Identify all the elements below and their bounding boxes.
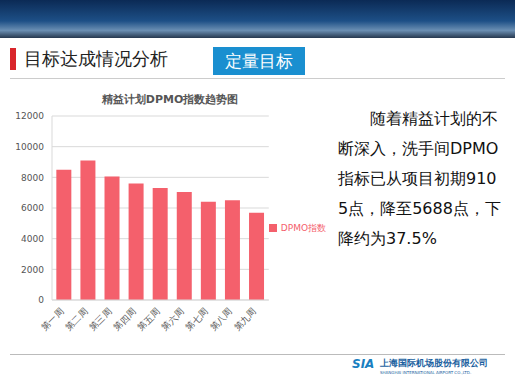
svg-text:第八周: 第八周 — [208, 306, 234, 332]
svg-text:0: 0 — [38, 295, 44, 305]
html-text:精益计划DPMO指数趋势图: 精益计划DPMO指数趋势图 — [101, 93, 239, 106]
svg-text:第七周: 第七周 — [184, 306, 210, 332]
html-text:目标达成情况分析: 目标达成情况分析 — [24, 48, 168, 69]
svg-text:第六周: 第六周 — [160, 306, 186, 332]
svg-text:8000: 8000 — [21, 173, 44, 183]
html-text:上海国际机场股份有限公司: 上海国际机场股份有限公司 — [380, 358, 488, 368]
html-text:SIA: SIA — [352, 357, 375, 371]
svg-text:12000: 12000 — [15, 111, 44, 121]
html-text:随着精益计划的不断深入，洗手间DPMO指标已从项目初期910: 随着精益计划的不断深入，洗手间DPMO指标已从项目初期9105点，降至5688点… — [338, 109, 501, 248]
svg-text:第五周: 第五周 — [136, 306, 162, 332]
svg-text:4000: 4000 — [21, 234, 44, 244]
html-text:定量目标: 定量目标 — [225, 51, 293, 71]
svg-text:10000: 10000 — [15, 142, 44, 152]
svg-text:第三周: 第三周 — [87, 306, 113, 332]
svg-text:2000: 2000 — [21, 265, 44, 275]
svg-text:第九周: 第九周 — [232, 306, 258, 332]
html-text:DPMO指数: DPMO指数 — [280, 222, 326, 233]
svg-text:第二周: 第二周 — [63, 306, 89, 332]
svg-text:6000: 6000 — [21, 203, 44, 213]
html-text:SHANGHAI INTERNATIONAL AIRPORT: SHANGHAI INTERNATIONAL AIRPORT CO.,LTD. — [380, 370, 472, 375]
svg-text:第四周: 第四周 — [112, 306, 138, 332]
svg-text:第一周: 第一周 — [39, 306, 65, 332]
